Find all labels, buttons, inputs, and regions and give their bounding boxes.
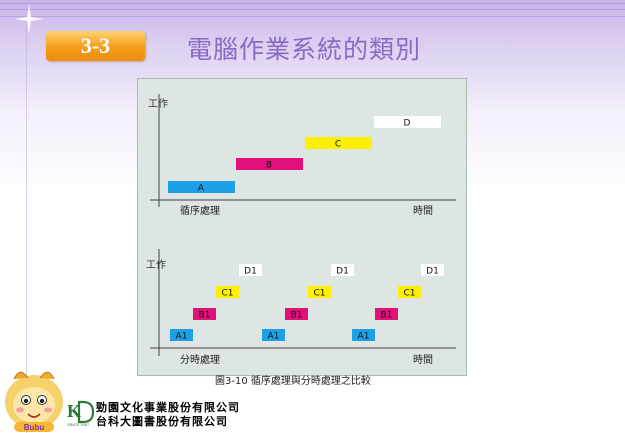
task-label-a: A — [198, 184, 205, 194]
slice-label-a1: A1 — [268, 332, 280, 342]
slice-label-c1: C1 — [313, 289, 325, 299]
company-name-1: 勁園文化事業股份有限公司 — [96, 401, 240, 414]
logo-tag-label: SINCE 1957 — [67, 422, 90, 427]
task-bar-d — [374, 116, 441, 128]
task-bar-c — [305, 137, 372, 149]
mode-label-time-sharing: 分時處理 — [180, 353, 220, 366]
header-stripe — [0, 3, 625, 4]
slice-bar-b1 — [285, 308, 308, 320]
processing-comparison-diagram: 工作 A B C D 循序處理 時間 工作 A1 B1 C1 D1 — [146, 94, 456, 366]
slice-bar-c1 — [398, 286, 421, 298]
page-title: 電腦作業系統的類別 — [187, 35, 422, 64]
header-stripe — [0, 16, 625, 17]
figure-caption: 圖3-10 循序處理與分時處理之比較 — [215, 376, 371, 387]
slice-label-d1: D1 — [336, 267, 349, 277]
task-label-c: C — [335, 140, 341, 150]
slice-bar-b1 — [193, 308, 216, 320]
x-axis-label-bottom: 時間 — [413, 354, 433, 366]
sparkle-icon — [14, 4, 44, 34]
slice-bar-c1 — [308, 286, 331, 298]
section-number-badge: 3-3 — [46, 31, 145, 61]
slice-bar-c1 — [216, 286, 239, 298]
slice-bar-a1 — [262, 329, 285, 341]
slice-label-b1: B1 — [199, 311, 211, 321]
task-bar-b — [236, 158, 303, 170]
slice-bar-d1 — [239, 264, 262, 276]
time-sharing-diagram: 工作 A1 B1 C1 D1 A1 B1 C1 D1 A1 B1 C1 — [146, 249, 456, 366]
bubu-mascot-icon: Bubu — [5, 371, 63, 432]
svg-text:K: K — [67, 401, 81, 421]
slice-label-b1: B1 — [291, 311, 303, 321]
mascot-name-label: Bubu — [24, 423, 45, 432]
slice-bar-d1 — [331, 264, 354, 276]
slice-label-a1: A1 — [176, 332, 188, 342]
figure-panel: 工作 A B C D 循序處理 時間 工作 A1 B1 C1 D1 — [137, 78, 467, 376]
company-name-2: 台科大圖書股份有限公司 — [96, 415, 228, 428]
slice-label-d1: D1 — [244, 267, 257, 277]
y-axis-label-bottom: 工作 — [146, 259, 166, 271]
task-label-b: B — [266, 161, 272, 171]
task-bar-a — [168, 181, 235, 193]
mode-label-sequential: 循序處理 — [180, 204, 220, 217]
slice-label-a1: A1 — [358, 332, 370, 342]
task-label-d: D — [404, 119, 411, 129]
slice-bar-b1 — [375, 308, 398, 320]
header-stripe — [0, 9, 625, 10]
sequential-diagram: 工作 A B C D 循序處理 時間 — [148, 94, 456, 217]
slice-label-c1: C1 — [221, 289, 233, 299]
slice-label-b1: B1 — [381, 311, 393, 321]
slice-label-c1: C1 — [403, 289, 415, 299]
x-axis-label-top: 時間 — [413, 205, 433, 217]
slice-label-d1: D1 — [426, 267, 439, 277]
slice-bar-a1 — [352, 329, 375, 341]
slice-bar-d1 — [421, 264, 444, 276]
decorative-line — [26, 0, 27, 433]
slice-bar-a1 — [170, 329, 193, 341]
y-axis-label-top: 工作 — [148, 98, 168, 110]
company-logo-icon: K SINCE 1957 — [66, 398, 94, 427]
